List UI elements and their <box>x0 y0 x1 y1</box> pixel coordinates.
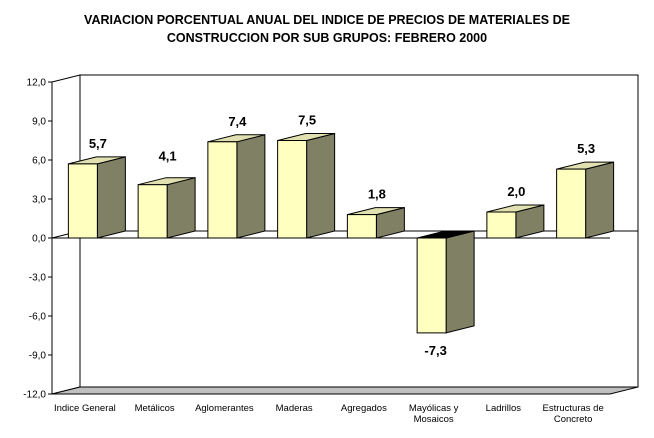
y-tick-label: -3,0 <box>29 273 47 284</box>
data-label: 2,0 <box>507 184 525 199</box>
bar-side <box>166 177 196 239</box>
data-label: 7,5 <box>298 113 316 128</box>
x-tick-label: Estructuras de <box>543 403 604 414</box>
data-label: 4,1 <box>159 149 177 164</box>
y-tick-label: -12,0 <box>23 390 46 401</box>
y-tick-label: 9,0 <box>32 117 46 128</box>
bar <box>486 211 517 239</box>
bar-side <box>306 132 336 239</box>
x-tick-label: Mosaicos <box>414 414 454 425</box>
y-tick-label: -9,0 <box>29 351 47 362</box>
data-label: 1,8 <box>368 187 386 202</box>
x-tick-label: Concreto <box>554 414 593 425</box>
x-tick-label: Aglomerantes <box>195 403 254 414</box>
data-label: -7,3 <box>424 343 446 358</box>
y-tick-label: 6,0 <box>32 156 46 167</box>
bar-side <box>445 230 475 334</box>
bar <box>416 237 447 334</box>
chart-title-line1: VARIACION PORCENTUAL ANUAL DEL INDICE DE… <box>84 13 570 27</box>
x-tick-label: Mayólicas y <box>409 403 459 414</box>
floor <box>51 386 639 395</box>
bar-side <box>236 134 266 239</box>
data-label: 7,4 <box>228 114 247 129</box>
bar-side <box>96 156 126 239</box>
y-tick-label: -6,0 <box>29 312 47 323</box>
y-tick-label: 0,0 <box>32 234 46 245</box>
bar <box>207 141 238 239</box>
y-tick-label: 12,0 <box>27 78 47 89</box>
bar <box>277 140 308 239</box>
plot-area: 12,0 9,0 6,0 3,0 0,0 -3,0 -6,0 -9,0 -12,0 5,7 Indi… <box>23 74 639 425</box>
x-tick-label: Agregados <box>341 403 387 414</box>
bar <box>67 163 98 239</box>
x-tick-label: Maderas <box>276 403 313 414</box>
chart-title-line2: CONSTRUCCION POR SUB GRUPOS: FEBRERO 200… <box>167 31 487 45</box>
x-tick-label: Indice General <box>54 403 116 414</box>
data-label: 5,3 <box>577 141 595 156</box>
bar <box>556 168 587 239</box>
bar-side <box>585 161 615 239</box>
bar <box>137 184 168 239</box>
y-tick-label: 3,0 <box>32 195 46 206</box>
data-label: 5,7 <box>89 136 107 151</box>
x-tick-label: Metálicos <box>135 403 175 414</box>
bar <box>346 214 377 239</box>
x-tick-label: Ladrillos <box>486 403 522 414</box>
